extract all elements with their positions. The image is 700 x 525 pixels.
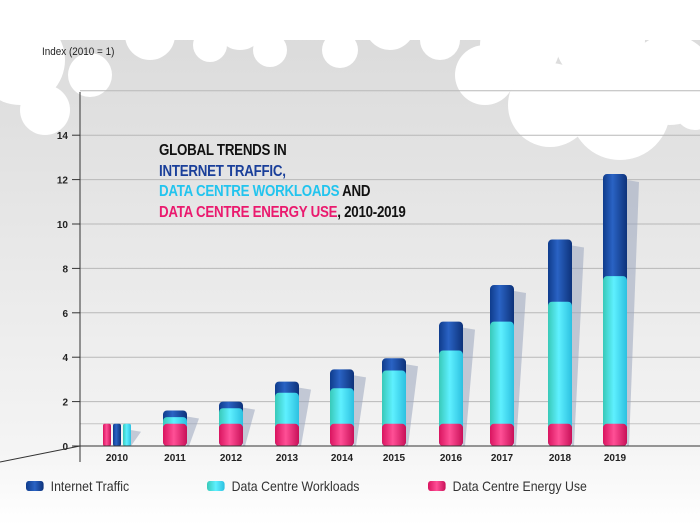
legend-item: Data Centre Energy Use xyxy=(428,478,587,494)
bar-data-centre-energy-use xyxy=(103,423,111,446)
bar-shadow xyxy=(463,327,475,446)
x-tick-label: 2010 xyxy=(106,453,129,464)
x-tick-label: 2019 xyxy=(604,453,627,464)
y-axis-label: Index (2010 = 1) xyxy=(42,46,115,58)
legend-item: Internet Traffic xyxy=(26,478,129,494)
x-tick-label: 2011 xyxy=(164,453,186,464)
bar-data-centre-workloads xyxy=(439,350,463,446)
bar-data-centre-energy-use xyxy=(382,423,406,446)
legend-swatch xyxy=(207,481,225,491)
bar-data-centre-energy-use xyxy=(548,423,572,446)
x-tick-label: 2013 xyxy=(276,453,299,464)
bar-shadow xyxy=(514,291,526,446)
x-tick-label: 2018 xyxy=(549,453,572,464)
y-tick-label: 12 xyxy=(57,176,69,187)
title-part: , 2010-2019 xyxy=(337,203,406,221)
title-part: INTERNET TRAFFIC, xyxy=(159,162,286,180)
y-tick-label: 6 xyxy=(62,309,68,320)
title-part: AND xyxy=(339,183,371,200)
bar-data-centre-energy-use xyxy=(330,423,354,446)
bar-shadow xyxy=(243,407,255,446)
clouds-decoration xyxy=(0,0,700,160)
bar-shadow xyxy=(354,375,366,446)
legend-label: Data Centre Energy Use xyxy=(452,478,587,494)
title-line: INTERNET TRAFFIC, xyxy=(159,162,406,183)
legend-label: Data Centre Workloads xyxy=(231,478,360,494)
legend-swatch xyxy=(428,481,446,491)
legend: Internet Traffic Data Centre Workloads Dat… xyxy=(0,478,700,498)
title-line: DATA CENTRE ENERGY USE, 2010-2019 xyxy=(159,203,406,224)
y-tick-label: 10 xyxy=(57,220,69,231)
bar-shadow xyxy=(572,245,584,446)
bar-data-centre-workloads xyxy=(490,321,514,446)
bar-shadow xyxy=(299,387,311,446)
bar-shadow xyxy=(627,180,639,447)
title-part: DATA CENTRE WORKLOADS xyxy=(159,183,340,200)
y-tick-label: 4 xyxy=(62,353,68,364)
legend-item: Data Centre Workloads xyxy=(207,478,359,494)
y-tick-label: 2 xyxy=(62,398,68,409)
bar-shadow xyxy=(187,416,199,446)
bar-internet-traffic xyxy=(113,423,121,446)
x-tick-label: 2012 xyxy=(220,453,243,464)
bar-data-centre-energy-use xyxy=(439,423,463,446)
x-tick-label: 2016 xyxy=(440,453,463,464)
chart-title: GLOBAL TRENDS IN INTERNET TRAFFIC, DATA CE… xyxy=(159,141,406,223)
title-part: DATA CENTRE ENERGY USE xyxy=(159,203,338,221)
y-tick-label: 8 xyxy=(62,264,68,275)
title-line: GLOBAL TRENDS IN xyxy=(159,141,406,162)
legend-label: Internet Traffic xyxy=(50,478,130,494)
bar-data-centre-workloads xyxy=(603,276,627,446)
bar-shadow xyxy=(129,429,141,446)
bar-data-centre-energy-use xyxy=(275,423,299,446)
legend-swatch xyxy=(26,481,44,491)
x-tick-label: 2017 xyxy=(491,453,514,464)
bar-data-centre-workloads xyxy=(548,301,572,446)
bar-data-centre-energy-use xyxy=(163,423,187,446)
x-axis-perspective xyxy=(0,445,81,463)
bar-data-centre-workloads xyxy=(123,423,131,446)
bar-shadow xyxy=(406,364,418,446)
y-tick-label: 0 xyxy=(62,442,68,453)
title-part: GLOBAL TRENDS IN xyxy=(159,142,287,159)
title-line: DATA CENTRE WORKLOADS AND xyxy=(159,182,406,203)
y-tick-label: 14 xyxy=(57,131,69,142)
x-tick-label: 2014 xyxy=(331,453,354,464)
bar-data-centre-energy-use xyxy=(490,423,514,446)
x-tick-label: 2015 xyxy=(383,453,406,464)
bar-data-centre-energy-use xyxy=(603,423,627,446)
bar-data-centre-energy-use xyxy=(219,423,243,446)
